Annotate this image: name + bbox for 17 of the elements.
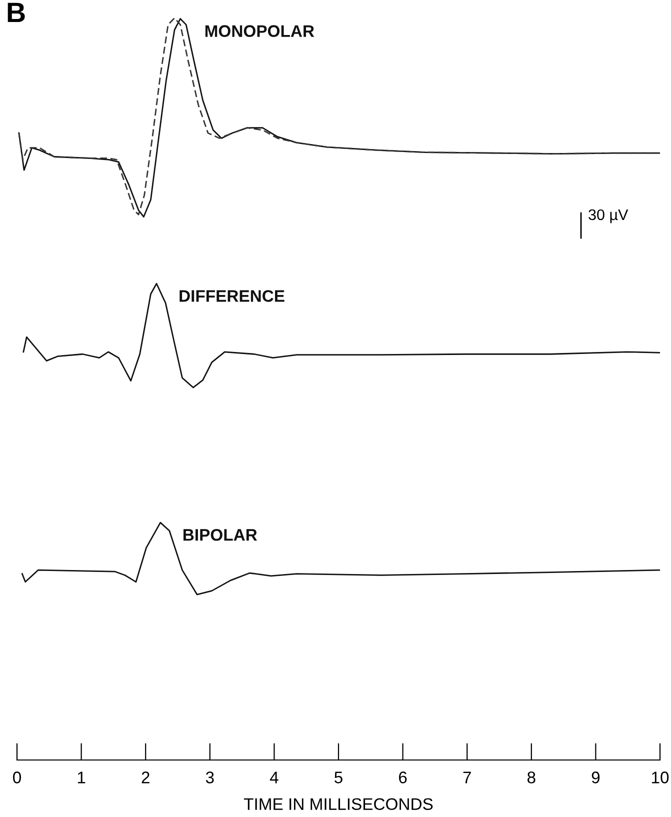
series-label: BIPOLAR	[184, 529, 258, 541]
x-tick-label: 5	[334, 772, 342, 784]
x-tick-label: 2	[142, 772, 150, 784]
x-tick-label: 1	[78, 772, 86, 784]
x-tick-label: 8	[527, 772, 536, 784]
x-tick-label: 6	[399, 772, 407, 784]
x-tick-label: 10	[652, 772, 669, 784]
annotation: 30 µV	[588, 209, 628, 224]
x-tick-label: 4	[270, 772, 278, 784]
x-tick-label: 9	[592, 772, 600, 784]
x-tick-label: 0	[13, 772, 21, 784]
x-tick-label: 7	[463, 772, 471, 784]
x-axis-title: TIME IN MILLISECONDS	[244, 798, 433, 810]
x-tick-label: 3	[206, 772, 214, 784]
series-label: DIFFERENCE	[180, 290, 284, 302]
annotation: B	[8, 2, 25, 22]
series-label: MONOPOLAR	[205, 25, 314, 37]
